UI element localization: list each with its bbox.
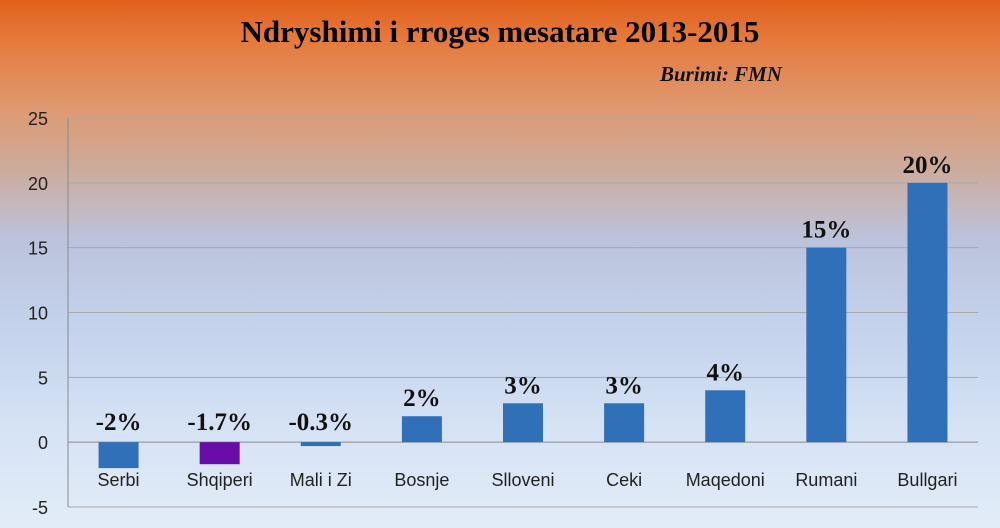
data-label: -0.3%	[288, 409, 353, 436]
bar	[604, 403, 645, 443]
bar	[401, 416, 442, 443]
bar	[98, 442, 139, 469]
bar	[907, 182, 948, 443]
bar	[503, 403, 543, 443]
bar	[300, 442, 341, 447]
data-label: 3%	[504, 372, 542, 399]
data-label: 15%	[801, 217, 851, 244]
x-tick-label: Maqedoni	[686, 470, 765, 490]
y-tick-label: 20	[28, 174, 48, 194]
x-tick-label: Bosnje	[394, 470, 449, 490]
bar	[806, 247, 847, 443]
y-tick-label: 5	[38, 368, 48, 388]
y-tick-label: 10	[28, 304, 48, 324]
x-tick-label: Serbi	[98, 470, 140, 490]
y-tick-label: 0	[38, 433, 48, 453]
data-label: 4%	[706, 359, 744, 386]
y-tick-label: -5	[32, 498, 48, 518]
x-tick-label: Slloveni	[491, 470, 554, 490]
data-label: -2%	[96, 409, 142, 436]
data-label: -1.7%	[187, 409, 252, 436]
data-label: 2%	[403, 385, 441, 412]
chart-title: Ndryshimi i rroges mesatare 2013-2015	[240, 14, 760, 49]
x-tick-label: Ceki	[606, 470, 642, 490]
x-tick-label: Bullgari	[897, 470, 957, 490]
chart-subtitle: Burimi: FMN	[660, 62, 782, 86]
x-tick-label: Mali i Zi	[290, 470, 352, 490]
data-label: 3%	[605, 372, 643, 399]
y-tick-label: 15	[28, 239, 48, 259]
x-tick-label: Shqiperi	[187, 470, 253, 490]
x-tick-label: Rumani	[795, 470, 857, 490]
bar	[705, 390, 746, 443]
bar	[199, 442, 240, 465]
data-label: 20%	[902, 152, 952, 179]
y-tick-label: 25	[28, 109, 48, 129]
